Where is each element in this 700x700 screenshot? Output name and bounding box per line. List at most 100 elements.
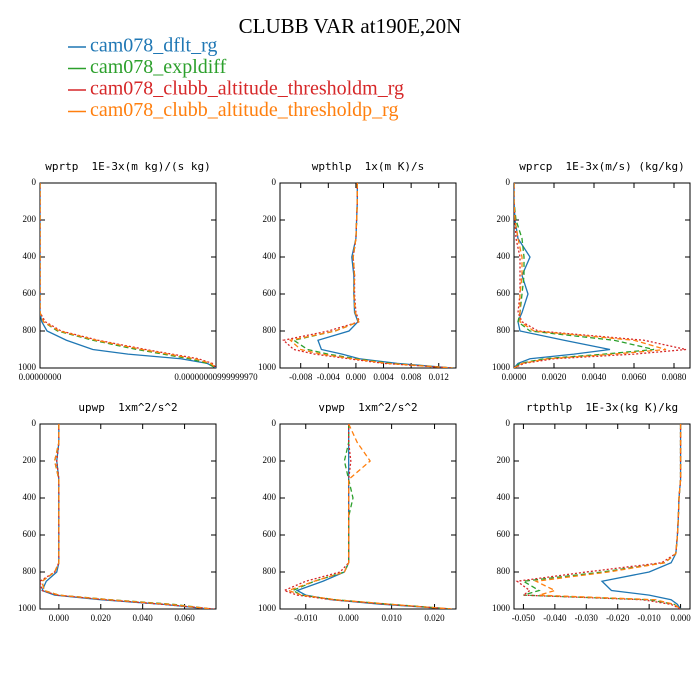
x-tick-label: 0.0060	[622, 372, 647, 382]
profile-line	[514, 183, 611, 368]
legend-label: cam078_clubb_altitude_thresholdp_rg	[90, 99, 398, 121]
figure-title: CLUBB VAR at190E,20N	[239, 14, 462, 38]
y-tick-label: 0	[272, 418, 277, 428]
y-tick-label: 0	[32, 418, 37, 428]
y-tick-label: 200	[497, 214, 511, 224]
y-tick-label: 600	[23, 288, 37, 298]
y-tick-label: 800	[263, 566, 277, 576]
y-tick-label: 200	[263, 455, 277, 465]
panel-title: wprcp 1E-3x(m/s) (kg/kg)	[519, 160, 685, 173]
y-tick-label: 1000	[18, 603, 37, 613]
y-tick-label: 0	[506, 418, 511, 428]
x-tick-label: 0.000	[339, 613, 360, 623]
y-tick-label: 0	[506, 177, 511, 187]
y-tick-label: 1000	[258, 362, 277, 372]
profile-line	[41, 424, 210, 609]
profile-line	[41, 424, 212, 609]
y-tick-label: 1000	[258, 603, 277, 613]
profile-line	[40, 183, 216, 368]
profile-line	[317, 183, 453, 368]
panel-title: upwp 1xm^2/s^2	[78, 401, 177, 414]
x-tick-label: 0.020	[91, 613, 112, 623]
y-tick-label: 600	[263, 529, 277, 539]
x-tick-label: 0.060	[174, 613, 195, 623]
y-tick-label: 1000	[18, 362, 37, 372]
y-tick-label: 200	[23, 214, 37, 224]
y-tick-label: 800	[497, 566, 511, 576]
y-tick-label: 200	[23, 455, 37, 465]
profile-line	[292, 183, 453, 368]
x-tick-label: 0.010	[381, 613, 402, 623]
legend-label: cam078_dflt_rg	[90, 35, 217, 57]
y-tick-label: 400	[497, 251, 511, 261]
plot-frame	[279, 182, 457, 369]
y-tick-label: 400	[23, 492, 37, 502]
y-tick-label: 800	[263, 325, 277, 335]
y-tick-label: 1000	[492, 362, 511, 372]
x-tick-label: 0.000	[670, 613, 691, 623]
profile-line	[600, 424, 682, 609]
y-tick-label: 800	[497, 325, 511, 335]
profile-line	[514, 183, 655, 368]
y-tick-label: 400	[263, 492, 277, 502]
profile-line	[282, 183, 453, 368]
profile-line	[515, 424, 682, 609]
x-tick-label: -0.004	[317, 372, 341, 382]
x-tick-label: 0.00000000999999970	[174, 372, 258, 382]
legend-label: cam078_clubb_altitude_thresholdm_rg	[90, 78, 404, 100]
y-tick-label: 800	[23, 325, 37, 335]
x-tick-label: 0.008	[401, 372, 422, 382]
y-tick-label: 1000	[492, 603, 511, 613]
profile-line	[288, 183, 453, 368]
y-tick-label: 200	[263, 214, 277, 224]
profile-line	[41, 424, 212, 609]
panel-title: wprtp 1E-3x(m kg)/(s kg)	[45, 160, 211, 173]
y-tick-label: 600	[497, 529, 511, 539]
y-tick-label: 0	[272, 177, 277, 187]
x-tick-label: -0.020	[606, 613, 630, 623]
x-tick-label: 0.040	[133, 613, 154, 623]
x-tick-label: 0.020	[424, 613, 445, 623]
panel-title: vpwp 1xm^2/s^2	[318, 401, 417, 414]
x-tick-label: 0.0080	[662, 372, 687, 382]
plot-frame	[279, 423, 457, 610]
profile-line	[286, 424, 452, 609]
x-tick-label: -0.008	[289, 372, 313, 382]
x-tick-label: 0.00000000	[19, 372, 62, 382]
y-tick-label: 0	[32, 177, 37, 187]
x-tick-label: 0.0020	[542, 372, 567, 382]
y-tick-label: 200	[497, 455, 511, 465]
x-tick-label: -0.040	[543, 613, 567, 623]
profile-line	[533, 424, 682, 609]
profile-line	[40, 183, 216, 368]
y-tick-label: 600	[497, 288, 511, 298]
y-tick-label: 400	[497, 492, 511, 502]
x-tick-label: -0.050	[512, 613, 536, 623]
profile-line	[282, 424, 452, 609]
x-tick-label: 0.000	[49, 613, 70, 623]
x-tick-label: 0.0040	[582, 372, 607, 382]
y-tick-label: 400	[23, 251, 37, 261]
plot-frame	[39, 423, 217, 610]
y-tick-label: 800	[23, 566, 37, 576]
x-tick-label: 0.000	[346, 372, 367, 382]
panel-title: rtpthlp 1E-3x(kg K)/kg	[526, 401, 678, 414]
plot-frame	[513, 423, 691, 610]
profile-line	[291, 424, 452, 609]
x-tick-label: 0.0000	[502, 372, 527, 382]
y-tick-label: 400	[263, 251, 277, 261]
profile-line	[40, 183, 216, 368]
x-tick-label: 0.012	[429, 372, 449, 382]
profile-line	[295, 424, 452, 609]
x-tick-label: 0.004	[373, 372, 394, 382]
x-tick-label: -0.010	[638, 613, 662, 623]
profile-line	[40, 424, 214, 609]
legend-label: cam078_expldiff	[90, 56, 227, 78]
y-tick-label: 600	[263, 288, 277, 298]
y-tick-label: 600	[23, 529, 37, 539]
x-tick-label: -0.010	[294, 613, 318, 623]
plot-frame	[513, 182, 691, 369]
x-tick-label: -0.030	[575, 613, 599, 623]
panel-title: wpthlp 1x(m K)/s	[312, 160, 425, 173]
